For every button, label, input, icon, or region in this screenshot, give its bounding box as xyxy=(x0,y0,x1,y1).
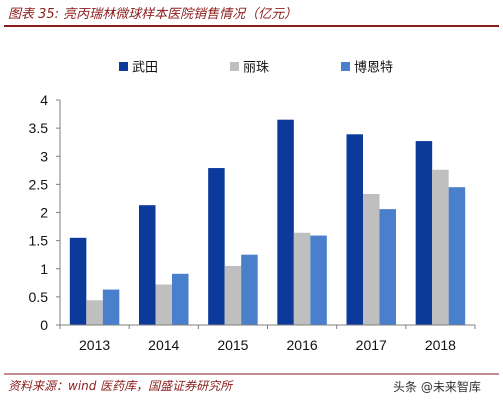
bar-series1-2018 xyxy=(415,141,433,325)
y-tick-label: 1 xyxy=(40,261,48,277)
legend-marker-1 xyxy=(119,62,128,71)
bar-series1-2017 xyxy=(346,134,363,325)
y-tick-label: 3.5 xyxy=(29,120,49,136)
y-axis-ticks: 0 0.5 1 1.5 2 2.5 3 3.5 4 xyxy=(29,92,60,333)
bar-series1-2014 xyxy=(139,205,156,325)
source-note: 资料来源：wind 医药库，国盛证券研究所 xyxy=(8,379,234,393)
x-tick-label: 2014 xyxy=(148,337,179,353)
x-axis-ticks: 2013 2014 2015 2016 2017 2018 xyxy=(59,325,476,353)
y-tick-label: 0 xyxy=(40,317,48,333)
bar-series1-2013 xyxy=(69,237,87,325)
y-tick-label: 4 xyxy=(40,92,48,108)
bar-series3-2017 xyxy=(379,209,396,325)
x-tick-label: 2017 xyxy=(356,337,387,353)
legend-label-3: 博恩特 xyxy=(354,61,393,76)
bar-series1-2016 xyxy=(277,119,294,325)
x-tick-label: 2016 xyxy=(287,337,318,353)
y-tick-label: 2.5 xyxy=(29,176,49,192)
legend-label-1: 武田 xyxy=(132,61,158,76)
x-tick-label: 2013 xyxy=(79,337,110,353)
legend-marker-3 xyxy=(341,62,350,71)
legend-marker-2 xyxy=(230,62,239,71)
y-tick-label: 1.5 xyxy=(29,233,49,249)
bar-series2-2014 xyxy=(155,284,172,325)
bar-series2-2018 xyxy=(432,169,449,325)
bar-series2-2016 xyxy=(293,232,311,325)
bar-series2-2013 xyxy=(86,300,103,325)
bar-series3-2015 xyxy=(241,254,258,325)
y-tick-label: 0.5 xyxy=(29,289,49,305)
bars xyxy=(69,119,466,325)
chart-title: 图表 35: 亮丙瑞林微球样本医院销售情况（亿元） xyxy=(8,6,297,22)
bar-series2-2015 xyxy=(224,265,242,325)
y-tick-label: 2 xyxy=(40,205,48,221)
legend: 武田 丽珠 博恩特 xyxy=(119,61,393,76)
bar-series1-2015 xyxy=(208,168,225,325)
y-tick-label: 3 xyxy=(40,148,48,164)
watermark: 头条 @未来智库 xyxy=(393,379,481,394)
bar-series3-2013 xyxy=(102,289,120,325)
bar-series2-2017 xyxy=(363,193,380,325)
x-tick-label: 2018 xyxy=(425,337,456,353)
bar-series3-2014 xyxy=(172,273,189,325)
x-tick-label: 2015 xyxy=(217,337,248,353)
bar-series3-2016 xyxy=(310,235,327,325)
bar-series3-2018 xyxy=(448,187,466,325)
legend-label-2: 丽珠 xyxy=(243,61,269,76)
